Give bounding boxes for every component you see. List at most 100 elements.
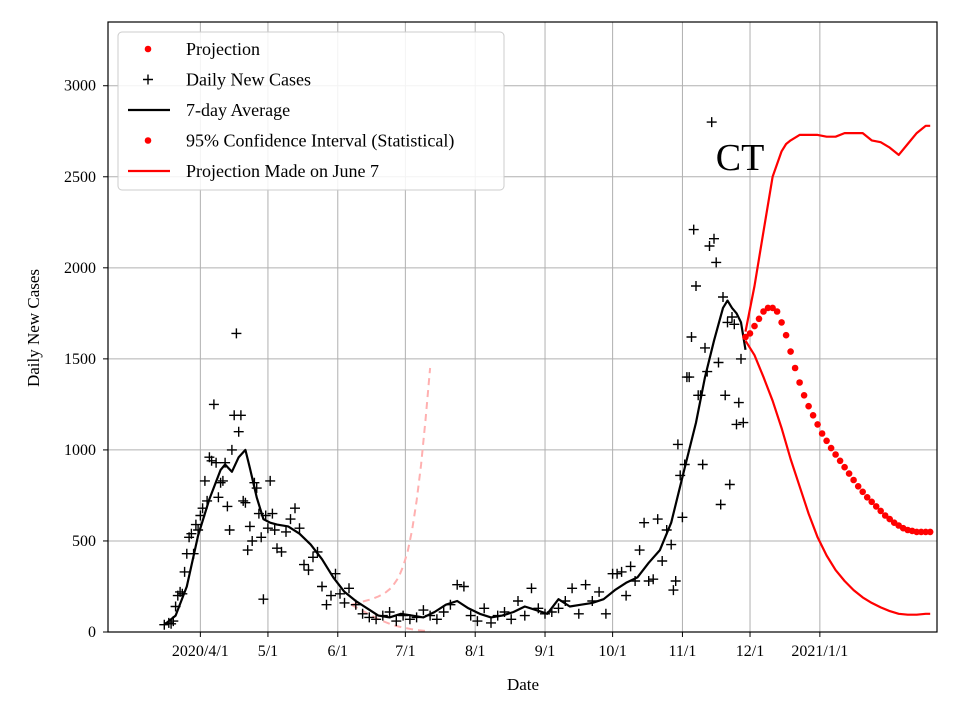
data-point-plus xyxy=(479,603,490,614)
data-point-plus xyxy=(630,576,641,586)
data-point-plus xyxy=(179,566,190,577)
data-point-plus xyxy=(573,608,584,619)
data-point-plus xyxy=(253,508,264,519)
data-point-plus xyxy=(709,233,719,244)
legend-marker-dot xyxy=(144,45,152,53)
legend-box xyxy=(117,31,505,191)
data-point-plus xyxy=(211,457,222,468)
data-point-plus xyxy=(612,568,623,579)
data-point-plus xyxy=(684,372,695,383)
x-tick-label: 5/1 xyxy=(258,643,278,660)
data-point-plus xyxy=(686,332,697,342)
projection-dot xyxy=(787,348,794,355)
data-point-plus xyxy=(168,616,179,627)
data-point-plus xyxy=(718,292,728,302)
projection-dot xyxy=(850,476,857,484)
data-point-plus xyxy=(215,477,226,488)
data-point-plus xyxy=(580,579,591,590)
data-point-plus xyxy=(621,590,632,601)
data-point-plus xyxy=(202,495,213,506)
data-point-plus xyxy=(722,317,733,328)
data-point-plus xyxy=(513,596,523,606)
data-point-plus xyxy=(262,523,273,534)
legend-label: 95% Confidence Interval (Statistical) xyxy=(186,131,454,152)
legend-label: Projection xyxy=(186,39,260,59)
data-point-plus xyxy=(299,559,309,570)
projection-dot xyxy=(796,379,803,386)
data-point-plus xyxy=(465,610,476,621)
data-point-plus xyxy=(251,483,262,494)
data-point-plus xyxy=(729,319,740,330)
projection-dot xyxy=(818,430,826,437)
projection-dot xyxy=(845,470,853,477)
data-point-plus xyxy=(226,444,237,455)
data-point-plus xyxy=(326,590,336,601)
data-point-plus xyxy=(404,614,415,625)
data-point-plus xyxy=(713,357,724,368)
data-point-plus xyxy=(281,526,291,537)
data-point-plus xyxy=(256,532,267,543)
projection-dot xyxy=(886,515,893,523)
data-point-plus xyxy=(330,568,341,579)
data-point-plus xyxy=(691,281,701,291)
data-point-plus xyxy=(247,536,258,546)
data-point-plus xyxy=(657,556,668,566)
projection-dot xyxy=(881,512,889,519)
data-point-plus xyxy=(260,510,271,521)
projection-dot xyxy=(805,402,812,410)
x-tick-label: 7/1 xyxy=(395,643,415,660)
data-point-plus xyxy=(384,607,395,617)
legend-label: Daily New Cases xyxy=(186,70,311,90)
data-point-plus xyxy=(217,475,228,486)
data-point-plus xyxy=(715,499,726,510)
x-tick-label: 10/1 xyxy=(598,643,626,660)
data-point-plus xyxy=(458,581,469,592)
x-tick-label: 9/1 xyxy=(535,643,555,660)
projection-dot xyxy=(746,330,754,337)
data-point-plus xyxy=(452,579,463,590)
data-point-plus xyxy=(560,596,571,606)
data-point-plus xyxy=(720,390,731,401)
data-point-plus xyxy=(317,581,327,592)
data-point-plus xyxy=(265,475,276,486)
data-point-plus xyxy=(499,607,510,617)
data-point-plus xyxy=(321,599,332,610)
data-point-plus xyxy=(731,419,742,430)
y-tick-label: 1500 xyxy=(64,351,96,368)
projection-dot xyxy=(778,319,785,326)
data-point-plus xyxy=(235,410,246,421)
data-point-plus xyxy=(258,594,269,605)
data-point-plus xyxy=(616,566,627,577)
data-point-plus xyxy=(177,588,188,599)
projection-dot xyxy=(769,304,776,312)
y-axis-label: Daily New Cases xyxy=(24,269,43,387)
data-point-plus xyxy=(506,614,517,625)
data-point-plus xyxy=(695,390,706,401)
data-point-plus xyxy=(224,525,235,535)
projection-dot xyxy=(827,444,835,452)
projection-dot xyxy=(814,421,821,428)
axis-ticks: 2020/4/1 5/1 6/1 7/1 8/1 9/1 10/1 11/1 12/1 2021/… xyxy=(64,78,848,660)
projection-dot xyxy=(764,304,772,312)
data-point-plus xyxy=(533,603,544,614)
data-point-plus xyxy=(206,455,217,466)
data-point-plus xyxy=(249,477,260,488)
data-point-plus xyxy=(170,601,181,612)
legend-label: Projection Made on June 7 xyxy=(186,161,379,181)
data-point-plus xyxy=(377,610,388,621)
data-point-plus xyxy=(425,610,436,621)
data-point-plus xyxy=(244,521,255,532)
data-point-plus xyxy=(661,525,672,535)
data-point-plus xyxy=(700,342,710,353)
series-line-95-confidence-interval-statistical-upper xyxy=(744,124,931,332)
data-point-plus xyxy=(188,548,199,559)
data-point-plus xyxy=(276,546,287,557)
data-point-plus xyxy=(350,599,361,610)
y-tick-label: 3000 xyxy=(64,78,96,95)
data-point-plus xyxy=(371,614,382,625)
data-point-plus xyxy=(519,610,530,621)
data-point-plus xyxy=(438,607,449,617)
data-point-plus xyxy=(679,459,690,470)
data-point-plus xyxy=(472,616,483,627)
